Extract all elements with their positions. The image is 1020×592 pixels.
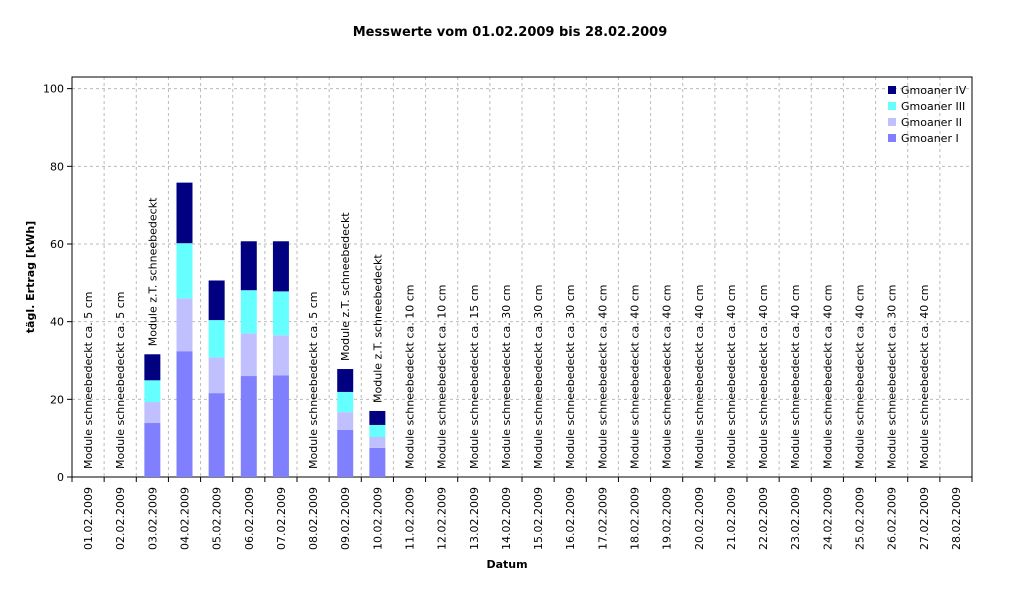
annotation: Module schneebedeckt ca. 40 cm xyxy=(789,284,802,469)
annotation: Module schneebedeckt ca. 40 cm xyxy=(693,284,706,469)
bar-segment xyxy=(272,241,289,292)
y-tick-label: 80 xyxy=(50,160,64,173)
annotation: Module schneebedeckt ca. 30 cm xyxy=(500,284,513,469)
annotation: Module schneebedeckt ca. 40 cm xyxy=(918,284,931,469)
bar-segment xyxy=(240,376,257,477)
x-tick-label: 02.02.2009 xyxy=(114,487,127,550)
bar-segment xyxy=(240,290,257,334)
x-tick-label: 05.02.2009 xyxy=(211,487,224,550)
legend-label: Gmoaner III xyxy=(901,100,965,113)
annotation: Module z.T. schneebedeckt xyxy=(146,197,159,346)
y-axis-title: tägl. Ertrag [kWh] xyxy=(24,221,37,333)
x-tick-label: 26.02.2009 xyxy=(886,487,899,550)
x-tick-label: 09.02.2009 xyxy=(339,487,352,550)
x-tick-label: 21.02.2009 xyxy=(725,487,738,550)
annotation: Module schneebedeckt ca. 15 cm xyxy=(468,284,481,469)
x-tick-label: 23.02.2009 xyxy=(789,487,802,550)
bar-segment xyxy=(337,391,354,413)
annotation: Module schneebedeckt ca. 40 cm xyxy=(629,284,642,469)
bar-segment xyxy=(208,280,225,321)
x-tick-label: 11.02.2009 xyxy=(404,487,417,550)
bar-segment xyxy=(208,393,225,477)
annotation: Module schneebedeckt ca. 30 cm xyxy=(564,284,577,469)
x-tick-label: 15.02.2009 xyxy=(532,487,545,550)
x-tick-label: 14.02.2009 xyxy=(500,487,513,550)
legend-swatch xyxy=(888,134,896,142)
x-tick-label: 25.02.2009 xyxy=(854,487,867,550)
x-tick-label: 07.02.2009 xyxy=(275,487,288,550)
x-tick-label: 08.02.2009 xyxy=(307,487,320,550)
bar-segment xyxy=(208,320,225,358)
x-tick-label: 13.02.2009 xyxy=(468,487,481,550)
bar-segment xyxy=(176,243,193,299)
x-tick-label: 19.02.2009 xyxy=(661,487,674,550)
annotation: Module schneebedeckt ca. 5 cm xyxy=(82,291,95,469)
annotation: Module schneebedeckt ca. 5 cm xyxy=(307,291,320,469)
y-tick-label: 60 xyxy=(50,238,64,251)
annotation: Module schneebedeckt ca. 5 cm xyxy=(114,291,127,469)
legend-label: Gmoaner IV xyxy=(901,84,967,97)
legend-label: Gmoaner I xyxy=(901,132,959,145)
bar-segment xyxy=(240,333,257,377)
annotation: Module schneebedeckt ca. 10 cm xyxy=(436,284,449,469)
x-tick-label: 17.02.2009 xyxy=(596,487,609,550)
bar-segment xyxy=(272,335,289,376)
x-tick-label: 16.02.2009 xyxy=(564,487,577,550)
y-tick-label: 40 xyxy=(50,316,64,329)
bar-segment xyxy=(369,437,386,448)
x-tick-label: 01.02.2009 xyxy=(82,487,95,550)
annotation: Module schneebedeckt ca. 10 cm xyxy=(404,284,417,469)
annotation: Module schneebedeckt ca. 40 cm xyxy=(854,284,867,469)
x-tick-label: 24.02.2009 xyxy=(821,487,834,550)
bar-segment xyxy=(176,298,193,352)
annotation: Module schneebedeckt ca. 40 cm xyxy=(757,284,770,469)
bar-segment xyxy=(176,182,193,244)
x-tick-label: 06.02.2009 xyxy=(243,487,256,550)
chart-title: Messwerte vom 01.02.2009 bis 28.02.2009 xyxy=(353,25,668,40)
y-tick-label: 100 xyxy=(43,83,64,96)
annotation: Module schneebedeckt ca. 40 cm xyxy=(725,284,738,469)
bar-segment xyxy=(272,291,289,336)
bar-segment xyxy=(176,351,193,477)
legend-label: Gmoaner II xyxy=(901,116,962,129)
annotation: Module z.T. schneebedeckt xyxy=(371,254,384,403)
bar-segment xyxy=(337,369,354,392)
legend-swatch xyxy=(888,102,896,110)
annotation: Module schneebedeckt ca. 30 cm xyxy=(886,284,899,469)
y-tick-label: 20 xyxy=(50,393,64,406)
x-tick-label: 12.02.2009 xyxy=(436,487,449,550)
y-tick-label: 0 xyxy=(57,471,64,484)
annotation: Module schneebedeckt ca. 30 cm xyxy=(532,284,545,469)
x-tick-label: 18.02.2009 xyxy=(629,487,642,550)
x-tick-label: 10.02.2009 xyxy=(371,487,384,550)
legend-swatch xyxy=(888,86,896,94)
bar-segment xyxy=(144,402,161,424)
legend-swatch xyxy=(888,118,896,126)
bar-segment xyxy=(337,412,354,431)
x-tick-label: 28.02.2009 xyxy=(950,487,963,550)
bar-segment xyxy=(369,447,386,477)
bar-segment xyxy=(272,375,289,477)
x-tick-label: 27.02.2009 xyxy=(918,487,931,550)
annotation: Module schneebedeckt ca. 40 cm xyxy=(661,284,674,469)
bar-segment xyxy=(144,423,161,477)
bar-segment xyxy=(369,410,386,425)
x-tick-label: 03.02.2009 xyxy=(146,487,159,550)
x-tick-label: 22.02.2009 xyxy=(757,487,770,550)
plot-frame xyxy=(71,76,973,478)
x-tick-label: 20.02.2009 xyxy=(693,487,706,550)
bar-segment xyxy=(144,354,161,381)
bar-segment xyxy=(337,430,354,477)
annotation: Module schneebedeckt ca. 40 cm xyxy=(821,284,834,469)
annotation: Module z.T. schneebedeckt xyxy=(339,212,352,361)
bar-segment xyxy=(144,380,161,403)
bar-segment xyxy=(369,424,386,437)
bar-segment xyxy=(208,357,225,394)
x-tick-label: 04.02.2009 xyxy=(179,487,192,550)
x-axis-title: Datum xyxy=(486,558,527,571)
bar-segment xyxy=(240,241,257,291)
annotation: Module schneebedeckt ca. 40 cm xyxy=(596,284,609,469)
